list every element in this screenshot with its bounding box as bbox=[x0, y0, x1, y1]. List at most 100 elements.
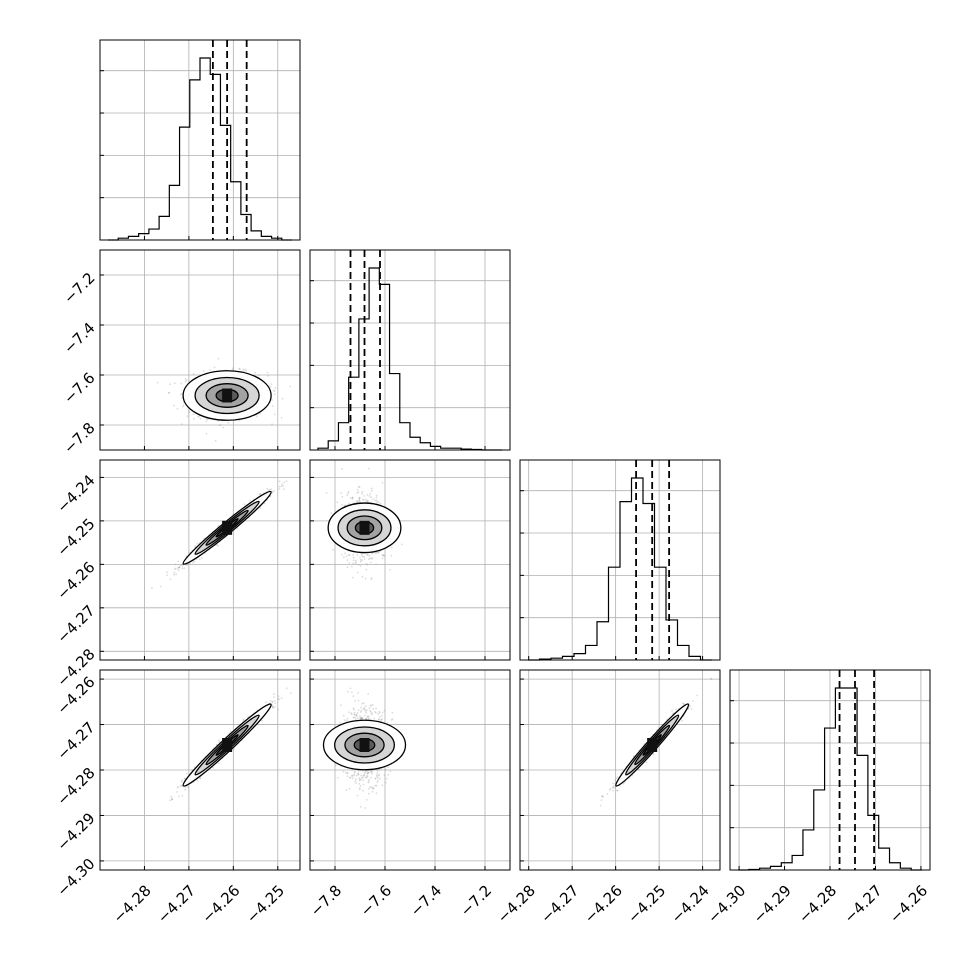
panel-3-2 bbox=[519, 669, 721, 871]
scatter-point bbox=[363, 773, 365, 776]
scatter-point bbox=[370, 776, 372, 779]
scatter-point bbox=[367, 771, 370, 774]
scatter-point bbox=[389, 770, 392, 773]
scatter-point bbox=[381, 557, 384, 560]
scatter-point bbox=[358, 486, 361, 488]
scatter-point bbox=[377, 713, 379, 715]
scatter-point bbox=[266, 371, 269, 374]
scatter-point bbox=[196, 780, 199, 782]
scatter-point bbox=[358, 497, 361, 500]
scatter-point bbox=[176, 786, 179, 789]
scatter-point bbox=[358, 715, 361, 717]
scatter-point bbox=[375, 711, 377, 714]
panel-3-0 bbox=[99, 669, 301, 871]
scatter-point bbox=[361, 490, 364, 493]
scatter-point bbox=[352, 554, 354, 556]
scatter-point bbox=[354, 713, 356, 716]
scatter-point bbox=[368, 792, 370, 795]
scatter-point bbox=[176, 567, 179, 569]
scatter-point bbox=[169, 383, 172, 385]
scatter-point bbox=[368, 778, 371, 781]
scatter-point bbox=[345, 771, 347, 774]
panel-frame bbox=[309, 459, 511, 661]
scatter-point bbox=[273, 389, 275, 392]
scatter-point bbox=[231, 368, 234, 371]
scatter-point bbox=[365, 798, 368, 801]
scatter-point bbox=[368, 558, 370, 561]
scatter-point bbox=[277, 695, 280, 698]
scatter-point bbox=[360, 717, 363, 720]
scatter-point bbox=[271, 399, 273, 401]
scatter-point bbox=[348, 787, 351, 790]
scatter-point bbox=[379, 502, 382, 505]
scatter-point bbox=[356, 794, 359, 797]
scatter-point bbox=[357, 773, 360, 776]
scatter-point bbox=[371, 712, 373, 715]
scatter-point bbox=[273, 393, 276, 396]
scatter-point bbox=[384, 768, 387, 771]
scatter-point bbox=[181, 564, 184, 566]
scatter-point bbox=[375, 792, 378, 795]
scatter-point bbox=[181, 780, 183, 783]
scatter-point bbox=[359, 556, 361, 559]
scatter-point bbox=[377, 779, 379, 782]
scatter-point bbox=[357, 709, 360, 712]
scatter-point bbox=[280, 697, 283, 699]
scatter-point bbox=[378, 711, 381, 714]
scatter-point bbox=[365, 711, 367, 714]
scatter-point bbox=[282, 485, 284, 487]
scatter-point bbox=[239, 368, 241, 371]
scatter-point bbox=[368, 554, 371, 557]
scatter-point bbox=[285, 687, 288, 690]
scatter-point bbox=[193, 560, 196, 563]
scatter-point bbox=[166, 571, 168, 574]
scatter-point bbox=[290, 692, 292, 694]
scatter-point bbox=[352, 559, 355, 562]
scatter-point bbox=[358, 497, 361, 499]
scatter-point bbox=[181, 567, 184, 570]
scatter-point bbox=[361, 776, 363, 779]
scatter-point bbox=[273, 413, 276, 416]
scatter-point bbox=[185, 772, 188, 775]
scatter-point bbox=[360, 774, 362, 777]
scatter-point bbox=[361, 702, 364, 705]
scatter-point bbox=[347, 553, 350, 556]
scatter-point bbox=[346, 717, 349, 720]
scatter-point bbox=[364, 577, 367, 580]
scatter-point bbox=[177, 566, 180, 569]
scatter-point bbox=[370, 552, 373, 555]
scatter-point bbox=[217, 357, 220, 360]
scatter-point bbox=[614, 786, 616, 789]
panel-frame bbox=[99, 39, 301, 241]
scatter-point bbox=[377, 501, 380, 504]
scatter-point bbox=[372, 787, 375, 790]
scatter-point bbox=[334, 764, 337, 767]
panel-1-1 bbox=[309, 249, 511, 451]
scatter-point bbox=[616, 776, 619, 778]
scatter-point bbox=[370, 557, 373, 560]
scatter-point bbox=[376, 781, 379, 783]
scatter-point bbox=[178, 566, 181, 569]
scatter-point bbox=[194, 545, 197, 548]
scatter-point bbox=[387, 773, 390, 776]
scatter-point bbox=[400, 543, 403, 546]
scatter-point bbox=[358, 777, 361, 780]
scatter-point bbox=[390, 554, 393, 557]
scatter-point bbox=[350, 566, 353, 568]
scatter-point bbox=[217, 544, 219, 547]
scatter-point bbox=[222, 426, 225, 429]
scatter-point bbox=[263, 502, 266, 505]
scatter-point bbox=[364, 807, 367, 809]
scatter-point bbox=[367, 467, 370, 470]
density-peak bbox=[222, 520, 233, 535]
scatter-point bbox=[176, 791, 178, 793]
scatter-point bbox=[176, 407, 179, 410]
scatter-point bbox=[359, 805, 362, 808]
scatter-point bbox=[278, 488, 281, 490]
scatter-point bbox=[346, 494, 349, 496]
scatter-point bbox=[359, 784, 362, 787]
panel-2-1 bbox=[309, 459, 511, 661]
scatter-point bbox=[270, 488, 273, 491]
scatter-point bbox=[232, 367, 235, 369]
